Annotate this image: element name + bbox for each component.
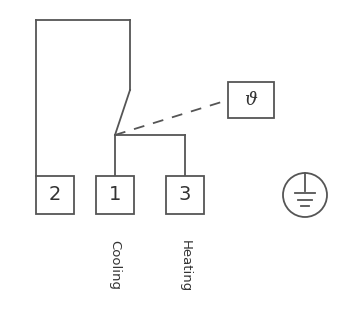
Circle shape [283,173,327,217]
Text: 2: 2 [49,186,61,204]
Bar [96,176,134,214]
Bar [228,82,274,118]
Bar [166,176,204,214]
Bar [36,176,74,214]
Text: Heating: Heating [178,240,191,292]
Text: Cooling: Cooling [108,240,121,290]
Text: ϑ: ϑ [245,91,258,109]
Text: 1: 1 [109,186,121,204]
Text: 3: 3 [179,186,191,204]
